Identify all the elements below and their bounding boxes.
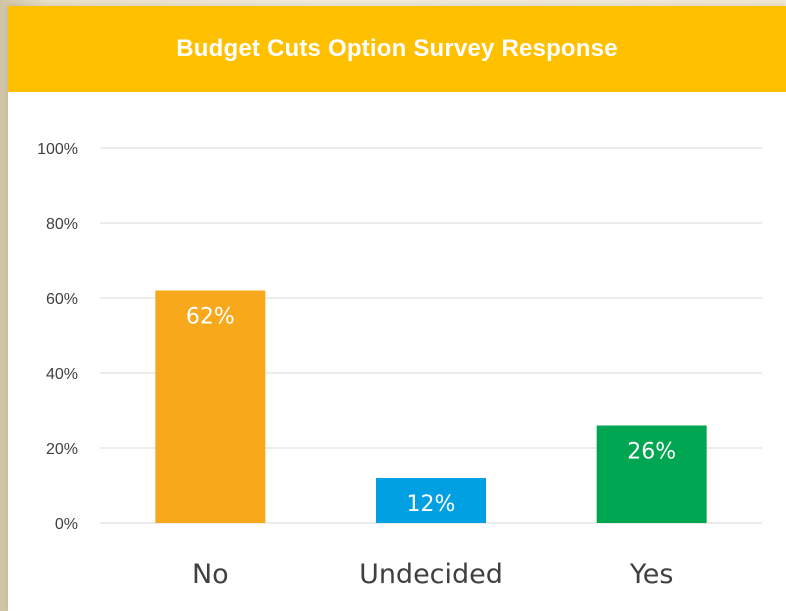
y-tick-label: 40% xyxy=(46,366,78,383)
y-tick-label: 60% xyxy=(46,291,78,308)
category-label: No xyxy=(192,559,229,590)
data-label: 62% xyxy=(186,305,235,330)
bar-undecided xyxy=(376,478,486,523)
data-label: 26% xyxy=(627,440,676,465)
category-label: Yes xyxy=(629,559,674,590)
category-label: Undecided xyxy=(359,559,503,590)
title-bar: Budget Cuts Option Survey Response xyxy=(8,6,786,92)
bar-no xyxy=(155,290,266,523)
y-tick-label: 20% xyxy=(46,441,78,458)
y-tick-label: 80% xyxy=(46,216,78,233)
chart-title: Budget Cuts Option Survey Response xyxy=(176,35,618,62)
bar-yes xyxy=(596,425,707,523)
y-tick-label: 100% xyxy=(37,141,78,158)
y-tick-label: 0% xyxy=(55,516,78,533)
data-label: 12% xyxy=(407,492,456,517)
